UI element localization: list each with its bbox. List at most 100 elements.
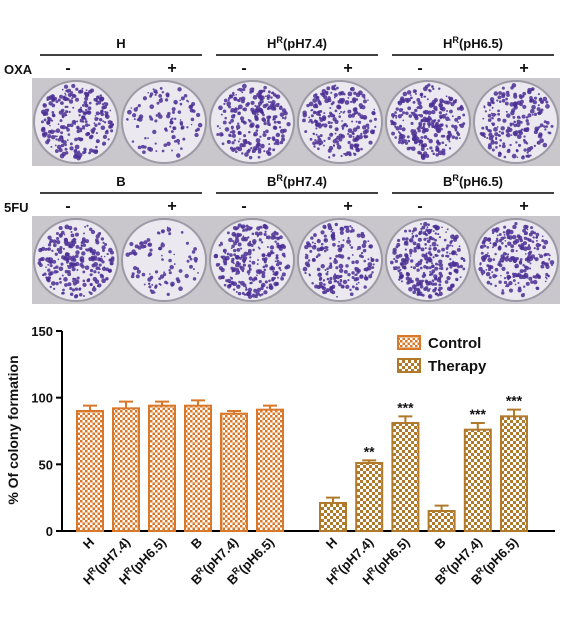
colony xyxy=(537,111,540,115)
colony xyxy=(352,135,355,138)
colony xyxy=(67,88,72,93)
colony xyxy=(264,264,268,268)
colony xyxy=(308,121,310,123)
colony xyxy=(374,125,377,129)
colony xyxy=(418,121,423,126)
colony xyxy=(53,287,56,291)
x-tick-label: B xyxy=(431,535,448,552)
colony xyxy=(419,266,423,270)
colony xyxy=(102,241,105,244)
colony xyxy=(491,112,496,117)
colony xyxy=(93,261,99,267)
colony xyxy=(52,259,57,264)
colony xyxy=(491,271,494,274)
colony xyxy=(132,113,137,118)
colony xyxy=(99,97,104,102)
colony xyxy=(86,278,91,283)
colony xyxy=(497,109,500,113)
colony xyxy=(269,245,275,250)
colony xyxy=(245,288,248,291)
colony xyxy=(445,116,450,122)
colony xyxy=(261,257,266,261)
colony xyxy=(58,277,62,281)
colony xyxy=(75,87,79,91)
colony xyxy=(348,134,353,138)
error-bar xyxy=(227,410,241,414)
colony xyxy=(73,121,76,124)
group-label: HR(pH7.4) xyxy=(267,35,327,51)
colony xyxy=(104,110,107,114)
colony xyxy=(87,132,91,136)
colony xyxy=(403,265,407,269)
colony xyxy=(315,127,318,130)
colony xyxy=(273,142,277,145)
colony xyxy=(256,113,259,116)
colony xyxy=(83,127,86,130)
colony xyxy=(180,96,185,101)
colony xyxy=(105,114,110,119)
colony xyxy=(326,86,331,91)
colony xyxy=(327,223,332,228)
colony xyxy=(256,287,262,293)
colony xyxy=(72,106,75,109)
colony xyxy=(399,124,402,128)
colony xyxy=(372,111,376,116)
colony xyxy=(354,286,359,291)
colony xyxy=(525,127,530,131)
colony xyxy=(321,286,326,291)
colony xyxy=(173,253,176,256)
colony xyxy=(231,141,235,145)
colony xyxy=(431,264,435,268)
colony xyxy=(61,88,64,91)
colony xyxy=(491,135,495,138)
colony xyxy=(232,248,237,253)
colony xyxy=(347,279,350,282)
colony xyxy=(533,96,538,100)
colony xyxy=(396,238,401,243)
colony xyxy=(68,243,74,249)
colony xyxy=(107,247,113,253)
colony xyxy=(404,139,408,142)
colony xyxy=(247,287,253,292)
colony xyxy=(109,109,112,112)
colony xyxy=(365,123,370,128)
colony xyxy=(355,147,361,153)
colony xyxy=(516,156,519,159)
colony xyxy=(393,257,396,261)
colony xyxy=(97,271,100,274)
colony xyxy=(397,130,400,133)
colony xyxy=(314,284,319,289)
colony xyxy=(431,85,434,88)
colony xyxy=(60,230,65,235)
colony xyxy=(156,101,160,105)
colony xyxy=(363,259,367,263)
colony xyxy=(420,222,422,225)
colony xyxy=(395,245,399,249)
colony xyxy=(59,281,62,284)
colony xyxy=(50,145,53,148)
colony xyxy=(412,241,417,246)
colony xyxy=(323,283,326,286)
colony xyxy=(521,114,526,119)
group-label: BR(pH7.4) xyxy=(267,173,327,189)
colony xyxy=(479,245,484,249)
colony xyxy=(153,291,156,294)
colony xyxy=(239,265,243,269)
colony xyxy=(178,269,183,273)
colony xyxy=(279,269,282,272)
colony xyxy=(495,239,499,243)
colony xyxy=(330,230,333,233)
colony xyxy=(253,288,258,293)
colony xyxy=(279,235,283,240)
colony xyxy=(182,137,186,141)
colony xyxy=(222,248,227,253)
colony xyxy=(422,157,425,159)
colony xyxy=(149,94,153,98)
colony xyxy=(503,155,507,159)
colony xyxy=(483,135,487,138)
colony xyxy=(60,262,64,266)
colony xyxy=(130,107,133,109)
colony xyxy=(436,254,439,257)
colony xyxy=(60,101,64,105)
colony xyxy=(424,127,429,133)
